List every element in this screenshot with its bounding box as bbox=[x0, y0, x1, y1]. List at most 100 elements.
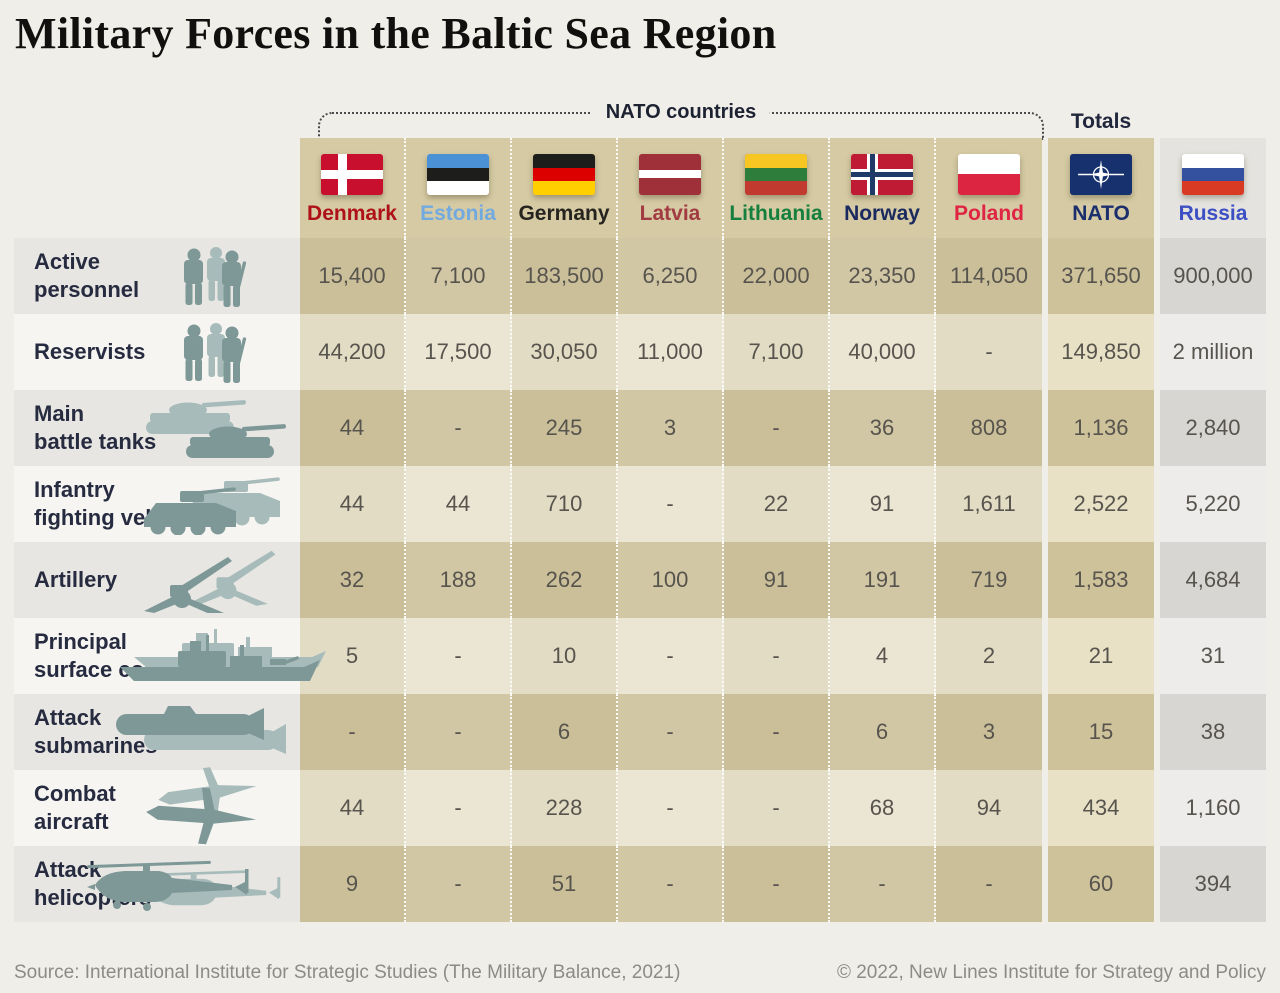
row-label-attack-submarines: Attack submarines bbox=[14, 694, 300, 770]
value-cell: - bbox=[406, 770, 512, 846]
warship-icon bbox=[120, 627, 330, 685]
value-cell: 31 bbox=[1160, 618, 1266, 694]
value-cell: 15 bbox=[1048, 694, 1154, 770]
row-label-infantry-fighting-vehicles: Infantry fighting vehicles bbox=[14, 466, 300, 542]
column-label: Norway bbox=[844, 202, 920, 225]
row-label-attack-helicopters: Attack helicopters bbox=[14, 846, 300, 922]
source-credit: Source: International Institute for Stra… bbox=[14, 962, 681, 983]
column-label: NATO bbox=[1072, 202, 1130, 225]
estonia-flag bbox=[427, 154, 489, 195]
value-cell: 30,050 bbox=[512, 314, 618, 390]
value-cell: 44 bbox=[300, 770, 406, 846]
lithuania-flag bbox=[745, 154, 807, 195]
russia-flag bbox=[1182, 154, 1244, 195]
germany-flag bbox=[533, 154, 595, 195]
soldiers-icon bbox=[178, 245, 270, 307]
value-cell: 188 bbox=[406, 542, 512, 618]
column-header-nato: NATO bbox=[1048, 138, 1154, 238]
column-header-estonia: Estonia bbox=[406, 138, 512, 238]
value-cell: 228 bbox=[512, 770, 618, 846]
value-cell: 5,220 bbox=[1160, 466, 1266, 542]
column-label: Latvia bbox=[639, 202, 701, 225]
column-label: Germany bbox=[518, 202, 610, 225]
value-cell: - bbox=[936, 846, 1042, 922]
value-cell: 6 bbox=[830, 694, 936, 770]
value-cell: 91 bbox=[830, 466, 936, 542]
column-label: Denmark bbox=[307, 202, 397, 225]
column-header-poland: Poland bbox=[936, 138, 1042, 238]
fighter-jet-icon bbox=[144, 764, 264, 852]
value-cell: - bbox=[406, 846, 512, 922]
value-cell: 40,000 bbox=[830, 314, 936, 390]
value-cell: - bbox=[936, 314, 1042, 390]
nato-countries-bracket: NATO countries bbox=[318, 99, 1044, 140]
value-cell: - bbox=[830, 846, 936, 922]
column-header-latvia: Latvia bbox=[618, 138, 724, 238]
value-cell: 94 bbox=[936, 770, 1042, 846]
value-cell: 60 bbox=[1048, 846, 1154, 922]
artillery-icon bbox=[138, 547, 288, 615]
value-cell: 719 bbox=[936, 542, 1042, 618]
nato-flag bbox=[1070, 154, 1132, 195]
value-cell: 91 bbox=[724, 542, 830, 618]
value-cell: 1,136 bbox=[1048, 390, 1154, 466]
column-header-russia: Russia bbox=[1160, 138, 1266, 238]
value-cell: - bbox=[724, 694, 830, 770]
value-cell: 808 bbox=[936, 390, 1042, 466]
value-cell: - bbox=[618, 694, 724, 770]
value-cell: 10 bbox=[512, 618, 618, 694]
column-label: Russia bbox=[1178, 202, 1248, 225]
value-cell: 68 bbox=[830, 770, 936, 846]
value-cell: - bbox=[406, 390, 512, 466]
value-cell: 44 bbox=[300, 390, 406, 466]
value-cell: - bbox=[618, 618, 724, 694]
value-cell: 2,522 bbox=[1048, 466, 1154, 542]
row-label-reservists: Reservists bbox=[14, 314, 300, 390]
ifv-icon bbox=[142, 473, 292, 536]
column-label: Estonia bbox=[420, 202, 496, 225]
value-cell: - bbox=[724, 846, 830, 922]
value-cell: - bbox=[300, 694, 406, 770]
column-header-denmark: Denmark bbox=[300, 138, 406, 238]
denmark-flag bbox=[321, 154, 383, 195]
column-label: Poland bbox=[953, 202, 1024, 225]
column-header-germany: Germany bbox=[512, 138, 618, 238]
value-cell: 7,100 bbox=[724, 314, 830, 390]
value-cell: 1,611 bbox=[936, 466, 1042, 542]
value-cell: - bbox=[618, 846, 724, 922]
row-label-artillery: Artillery bbox=[14, 542, 300, 618]
page-title: Military Forces in the Baltic Sea Region bbox=[15, 9, 777, 58]
value-cell: - bbox=[406, 618, 512, 694]
value-cell: 262 bbox=[512, 542, 618, 618]
value-cell: 2,840 bbox=[1160, 390, 1266, 466]
value-cell: 4,684 bbox=[1160, 542, 1266, 618]
helicopter-icon bbox=[87, 853, 292, 915]
row-label-main-battle-tanks: Main battle tanks bbox=[14, 390, 300, 466]
value-cell: - bbox=[406, 694, 512, 770]
row-label-active-personnel: Active personnel bbox=[14, 238, 300, 314]
value-cell: 9 bbox=[300, 846, 406, 922]
copyright-credit: © 2022, New Lines Institute for Strategy… bbox=[836, 962, 1266, 983]
value-cell: 3 bbox=[936, 694, 1042, 770]
value-cell: 51 bbox=[512, 846, 618, 922]
value-cell: 1,160 bbox=[1160, 770, 1266, 846]
norway-flag bbox=[851, 154, 913, 195]
value-cell: 191 bbox=[830, 542, 936, 618]
value-cell: 2 bbox=[936, 618, 1042, 694]
tank-icon bbox=[142, 397, 292, 459]
forces-table: Denmark Estonia Germany Latvia Lithuania… bbox=[14, 138, 1266, 922]
value-cell: - bbox=[724, 390, 830, 466]
value-cell: 3 bbox=[618, 390, 724, 466]
value-cell: 22,000 bbox=[724, 238, 830, 314]
value-cell: 15,400 bbox=[300, 238, 406, 314]
value-cell: 2 million bbox=[1160, 314, 1266, 390]
column-header-lithuania: Lithuania bbox=[724, 138, 830, 238]
poland-flag bbox=[958, 154, 1020, 195]
value-cell: 36 bbox=[830, 390, 936, 466]
value-cell: 6,250 bbox=[618, 238, 724, 314]
value-cell: - bbox=[724, 618, 830, 694]
value-cell: 6 bbox=[512, 694, 618, 770]
value-cell: 394 bbox=[1160, 846, 1266, 922]
value-cell: 149,850 bbox=[1048, 314, 1154, 390]
submarine-icon bbox=[116, 704, 292, 760]
